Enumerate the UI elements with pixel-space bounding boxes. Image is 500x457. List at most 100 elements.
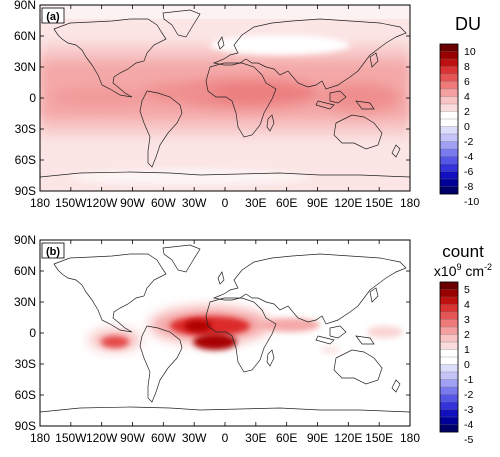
lat-label: 90S <box>15 419 36 433</box>
colorbar-tick-label: -6 <box>464 166 473 178</box>
lat-label: 30S <box>15 122 36 136</box>
colorbar-tick-label: -10 <box>464 196 479 208</box>
colorbar-tick-label: 1 <box>464 344 470 356</box>
lon-label: 0 <box>222 196 229 210</box>
lon-label: 90W <box>120 431 145 445</box>
lon-label: 0 <box>222 431 229 445</box>
lon-label: 90E <box>307 431 328 445</box>
panel-b-label: (b) <box>46 246 60 258</box>
lon-labels-b: 180 150W 120W 90W 60W 30W 0 30E 60E 90E 120E 150E 18… <box>30 431 420 445</box>
colorbar-tick-label: -4 <box>464 419 473 431</box>
colorbar-tick-label: 6 <box>464 76 470 88</box>
lon-label: 120W <box>86 431 118 445</box>
lon-labels-a: 180 150W 120W 90W 60W 30W 0 30E 60E 90E 120E 150E 18… <box>30 196 420 210</box>
colorbar-frame <box>439 281 459 433</box>
colorbar-swatch <box>439 66 459 75</box>
colorbar-tick-label: -2 <box>464 389 473 401</box>
colorbar-tick-label: 2 <box>464 106 470 118</box>
colorbar-swatch <box>439 424 459 433</box>
colorbar-swatch <box>439 171 459 180</box>
colorbar-swatch <box>439 289 459 298</box>
colorbar-tick-label: 8 <box>464 61 470 73</box>
colorbar-swatch <box>439 156 459 165</box>
colorbar-b: count x109 cm-2 5 4 3 2 1 0 -1 -2 -3 -4 -5 <box>434 242 492 446</box>
colorbar-swatch <box>439 186 459 195</box>
lat-labels-b: 90N 60N 30N 0 30S 60S 90S <box>14 233 36 433</box>
lon-label: 60E <box>276 196 297 210</box>
colorbar-tick-label: 10 <box>464 46 476 58</box>
lat-label: 90N <box>14 233 36 247</box>
colorbar-swatch <box>439 334 459 343</box>
lat-label: 60N <box>14 264 36 278</box>
colorbar-tick-label: -2 <box>464 136 473 148</box>
colorbar-swatch <box>439 319 459 328</box>
colorbar-tick-label: 4 <box>464 91 470 103</box>
colorbar-tick-label: 0 <box>464 359 470 371</box>
lon-label: 150E <box>365 196 393 210</box>
colorbar-swatch <box>439 133 459 142</box>
lat-label: 60S <box>15 388 36 402</box>
lat-label: 90S <box>15 184 36 198</box>
colorbar-swatch <box>439 326 459 335</box>
colorbar-swatch <box>439 379 459 388</box>
colorbar-tick-label: -1 <box>464 374 473 386</box>
colorbar-swatch <box>439 163 459 172</box>
lon-label: 30E <box>245 431 266 445</box>
colorbar-frame <box>439 43 459 195</box>
colorbar-swatch <box>439 416 459 425</box>
colorbar-swatch <box>439 349 459 358</box>
colorbar-swatch <box>439 394 459 403</box>
lon-label: 60E <box>276 431 297 445</box>
panel-a-label: (a) <box>46 11 60 23</box>
lon-label: 90W <box>120 196 145 210</box>
colorbar-swatch <box>439 126 459 135</box>
colorbar-swatch <box>439 296 459 305</box>
lon-label: 150W <box>55 196 87 210</box>
panel-b-label-box <box>41 242 65 259</box>
colorbar-tick-label: -4 <box>464 151 473 163</box>
colorbar-swatch <box>439 103 459 112</box>
colorbar-swatch <box>439 341 459 350</box>
colorbar-swatch <box>439 304 459 313</box>
lat-label: 60S <box>15 153 36 167</box>
colorbar-swatch <box>439 311 459 320</box>
colorbar-tick-label: 0 <box>464 121 470 133</box>
colorbar-swatch <box>439 118 459 127</box>
axis-ticks-b <box>39 239 411 427</box>
colorbar-a-title: DU <box>455 14 481 34</box>
lat-label: 0 <box>29 326 36 340</box>
lon-label: 60W <box>151 431 176 445</box>
colorbar-tick-label: -5 <box>464 434 473 446</box>
colorbar-tick-label: -3 <box>464 404 473 416</box>
colorbar-swatch <box>439 409 459 418</box>
colorbar-tick-label: 3 <box>464 314 470 326</box>
lat-labels-a: 90N 60N 30N 0 30S 60S 90S <box>14 0 36 198</box>
lon-label: 30W <box>182 431 207 445</box>
panel-b: (b) 90N 60N 30N 0 30S 60S 90S 180 150W 120W 90W 60… <box>14 233 492 446</box>
lon-label: 30E <box>245 196 266 210</box>
colorbar-swatch <box>439 364 459 373</box>
colorbar-tick-label: 4 <box>464 299 470 311</box>
colorbar-swatch <box>439 88 459 97</box>
lat-label: 0 <box>29 91 36 105</box>
colorbar-swatch <box>439 281 459 290</box>
colorbar-tick-label: 5 <box>464 284 470 296</box>
colorbar-swatch <box>439 73 459 82</box>
axis-ticks-a <box>39 4 411 192</box>
colorbar-swatch <box>439 148 459 157</box>
panel-a-label-box <box>41 7 65 24</box>
lat-label: 30S <box>15 357 36 371</box>
colorbar-swatch <box>439 356 459 365</box>
lat-label: 60N <box>14 29 36 43</box>
colorbar-tick-label: 2 <box>464 329 470 341</box>
lon-label: 150W <box>55 431 87 445</box>
lon-label: 180 <box>400 431 420 445</box>
lon-label: 180 <box>400 196 420 210</box>
map-a-field <box>40 5 410 191</box>
lon-label: 120E <box>334 431 362 445</box>
colorbar-swatch <box>439 81 459 90</box>
lon-label: 120E <box>334 196 362 210</box>
lon-label: 30W <box>182 196 207 210</box>
colorbar-swatch <box>439 111 459 120</box>
lon-label: 150E <box>365 431 393 445</box>
